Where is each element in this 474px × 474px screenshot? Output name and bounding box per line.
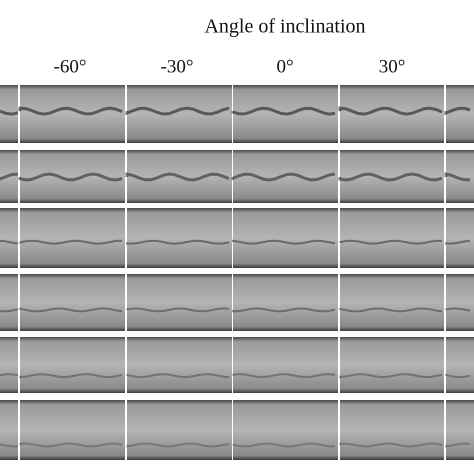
photo-panel [233,208,338,268]
photo-panel [340,337,444,393]
photo-panel [0,400,18,460]
interface-band [18,172,123,182]
interface-band [126,239,230,245]
interface-band [19,239,123,245]
photo-panel [127,208,232,268]
interface-band [0,443,19,448]
interface-band [445,373,471,379]
column-label: -60° [54,56,87,77]
interface-band [231,172,336,182]
interface-band [231,106,336,116]
interface-band [445,239,471,245]
photo-panel [20,85,125,143]
interface-band [126,373,230,379]
photo-panel [127,337,232,393]
interface-band [232,373,336,379]
interface-band [338,106,443,116]
interface-band [339,307,443,313]
interface-band [19,442,123,448]
interface-band [339,442,443,448]
photo-panel [127,400,232,460]
photo-panel [340,208,444,268]
interface-band [0,373,19,377]
interface-band [0,308,19,313]
photo-panel [0,274,18,331]
interface-band [19,307,123,313]
photo-panel [233,274,338,331]
interface-band [444,172,471,182]
photo-panel [233,400,338,460]
column-labels: -60° -30° 0° 30° [54,56,406,77]
column-label: -30° [161,56,194,77]
photo-panel [20,208,125,268]
interface-band [126,442,230,448]
interface-band [125,106,230,116]
interface-band [0,109,19,116]
interface-band [125,172,230,182]
photo-panel [0,337,18,393]
photo-panel [127,274,232,331]
interface-band [338,172,443,182]
interface-band [445,307,471,312]
interface-band [339,373,443,379]
column-label: 30° [379,56,406,77]
figure-title: Angle of inclination [204,16,365,38]
interface-band [0,239,19,245]
photo-panel [446,400,474,460]
image-grid [0,85,474,460]
column-label: 0° [276,56,293,77]
interface-band [444,106,471,116]
interface-band [0,172,19,181]
photo-panel [446,337,474,393]
photo-panel [20,400,125,460]
photo-panel [233,337,338,393]
photo-panel [446,274,474,331]
interface-band [445,442,471,448]
interface-band [232,239,336,245]
photo-panel [0,208,18,268]
interface-band [126,307,230,313]
interface-band [18,106,123,116]
photo-panel [446,208,474,268]
photo-panel [20,274,125,331]
photo-panel [20,337,125,393]
photo-panel [340,274,444,331]
photo-panel [446,85,474,143]
interface-band [232,442,336,448]
interface-band [232,307,336,313]
interface-band [19,373,123,379]
interface-band [339,239,443,245]
photo-panel [340,400,444,460]
